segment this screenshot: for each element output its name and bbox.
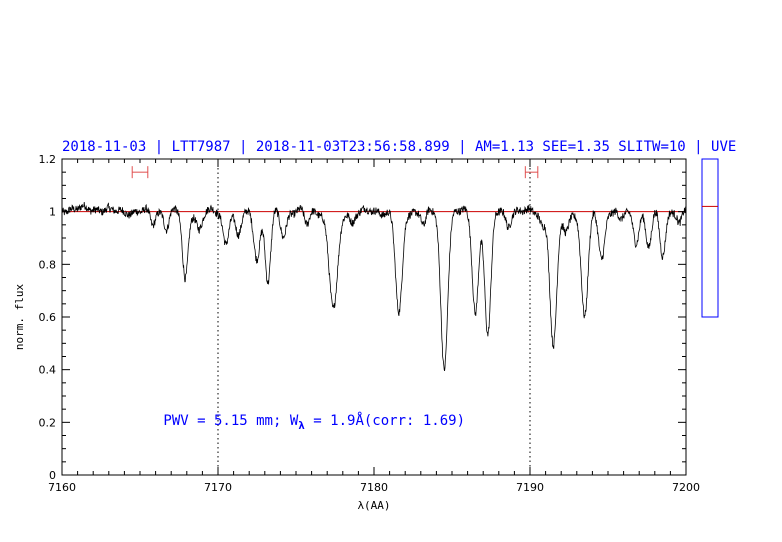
axis-ticks (61, 158, 687, 476)
pwv-annotation-suffix: = 1.9Å(corr: 1.69) (305, 412, 465, 429)
chart-title: 2018-11-03 | LTT7987 | 2018-11-03T23:56:… (62, 139, 736, 155)
y-tick-label: 0.8 (39, 258, 57, 271)
x-tick-label: 7160 (48, 481, 76, 494)
reference-lines (217, 159, 531, 475)
x-tick-label: 7190 (516, 481, 544, 494)
spectrum-line (61, 201, 687, 372)
spectrum-series (61, 201, 687, 372)
x-tick-label: 7170 (204, 481, 232, 494)
x-tick-label: 7180 (360, 481, 388, 494)
x-tick-label: 7200 (672, 481, 700, 494)
pwv-annotation-subscript: λ (298, 419, 305, 432)
pwv-annotation-prefix: PWV = 5.15 mm; W (163, 413, 298, 429)
pwv-annotation: PWV = 5.15 mm; Wλ = 1.9Å(corr: 1.69) (163, 412, 465, 432)
y-tick-label: 0 (49, 469, 56, 482)
continuum-window-marker (524, 166, 539, 179)
y-tick-label: 0.4 (39, 364, 57, 377)
y-tick-label: 1.2 (39, 153, 57, 166)
axis-tick-labels: 7160 7170 7180 7190 7200 0 0.2 0.4 0.6 0.8 1 1.2 (39, 153, 701, 494)
y-axis-label: norm. flux (13, 284, 26, 351)
side-panel-frame (701, 158, 719, 318)
x-axis-label: λ(AA) (357, 499, 390, 512)
continuum-windows (131, 166, 539, 179)
side-panel (701, 158, 719, 318)
y-tick-label: 1 (49, 206, 56, 219)
y-tick-label: 0.6 (39, 311, 57, 324)
continuum-window-marker (131, 166, 149, 179)
y-tick-label: 0.2 (39, 416, 57, 429)
